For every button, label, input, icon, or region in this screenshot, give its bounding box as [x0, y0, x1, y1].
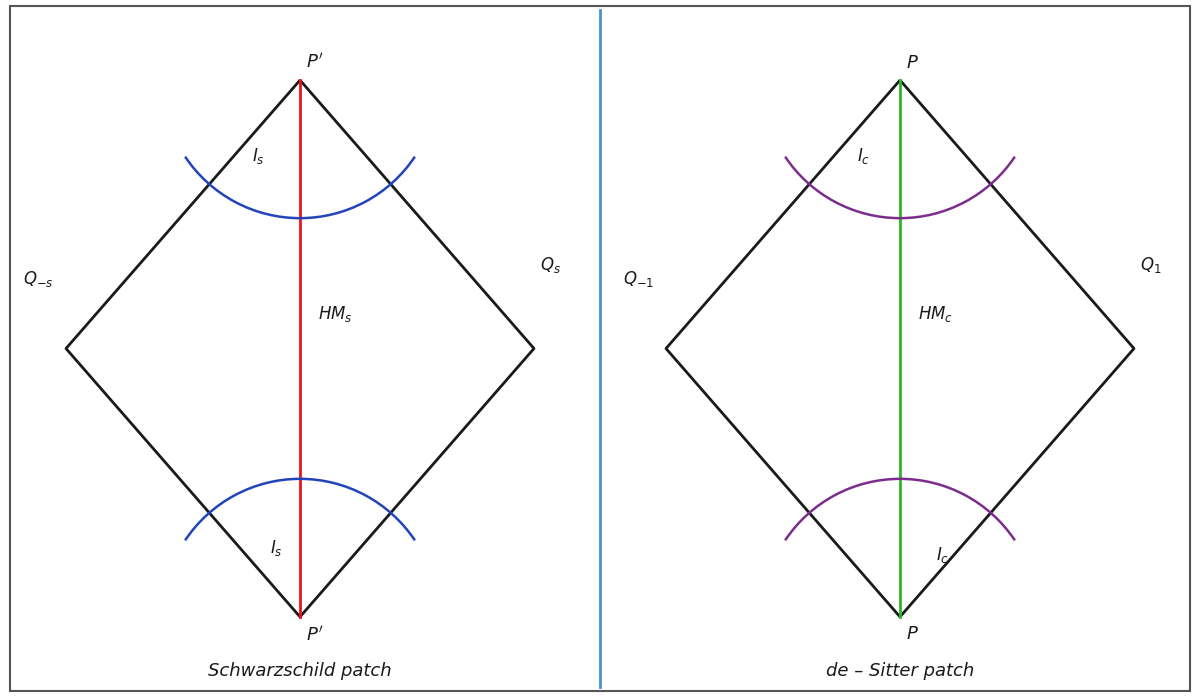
Text: $I_c$: $I_c$	[858, 146, 870, 167]
Text: $I_s$: $I_s$	[252, 146, 264, 167]
Text: $P$: $P$	[906, 625, 919, 643]
Text: $Q_s$: $Q_s$	[540, 255, 560, 275]
Text: $P$: $P$	[906, 54, 919, 72]
Text: $HM_c$: $HM_c$	[918, 304, 953, 323]
Text: $Q_1$: $Q_1$	[1140, 255, 1162, 275]
Text: $I_c$: $I_c$	[936, 544, 949, 565]
Text: de – Sitter patch: de – Sitter patch	[826, 661, 974, 680]
Text: $Q_{-1}$: $Q_{-1}$	[623, 269, 654, 289]
Text: $P'$: $P'$	[306, 625, 324, 644]
Text: $P'$: $P'$	[306, 53, 324, 72]
Text: $HM_s$: $HM_s$	[318, 304, 353, 323]
Text: $Q_{-s}$: $Q_{-s}$	[23, 269, 54, 289]
Text: $I_s$: $I_s$	[270, 537, 282, 558]
Text: Schwarzschild patch: Schwarzschild patch	[208, 661, 392, 680]
